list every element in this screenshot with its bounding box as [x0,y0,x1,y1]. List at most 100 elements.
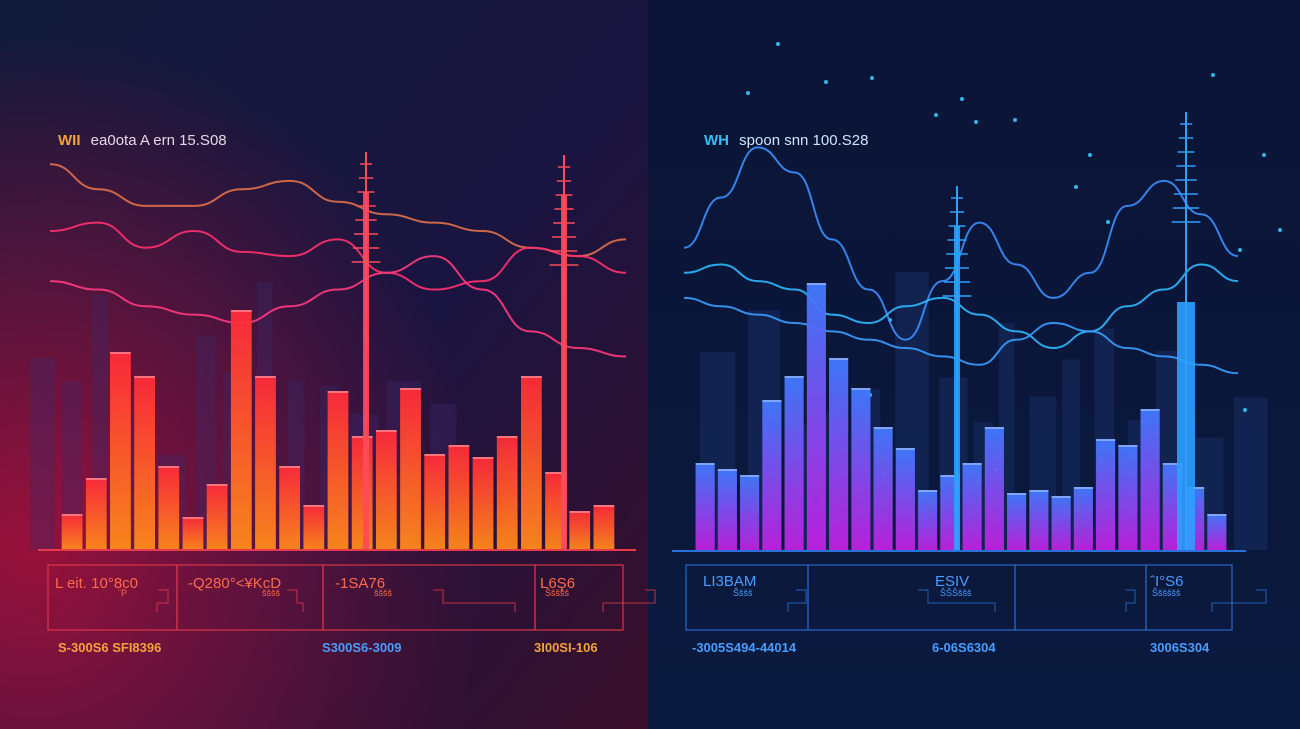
right-bar [1096,439,1116,550]
right-bar [1207,514,1227,550]
right-bar [1007,493,1027,550]
left-frame-trace [433,589,516,612]
right-bar [1073,487,1093,550]
left-bar-cap [593,505,615,507]
right-bar-cap [695,463,715,465]
right-trend-line-1 [683,146,1239,341]
right-bar [918,490,938,550]
left-bar-cap [496,436,518,438]
left-bar [327,391,349,550]
right-bottom-labels: -3005S494-44014 6-06S6304 3006S304 [692,640,1210,655]
right-bar [740,475,760,550]
left-box-label-main: L eit. 10°8c0 [55,575,138,592]
left-box-label-sub: šššš [262,588,281,598]
left-bar [182,517,204,550]
left-bar [110,352,131,550]
star-dot [1013,118,1017,122]
right-bar-cap [1007,493,1027,495]
left-bar [569,511,591,550]
left-bar [230,310,252,550]
left-bar-cap [400,388,421,390]
star-dot [1106,220,1110,224]
right-bar-cap [806,283,826,285]
right-frame-trace [918,589,996,612]
left-panel-glow [0,0,648,729]
star-dot [934,113,938,117]
left-tower-2 [549,155,579,550]
star-dot [974,120,978,124]
right-line-series [683,146,1239,375]
left-bar [496,436,518,550]
right-box-label-main: ˆI°S6 [1150,573,1184,590]
left-bar [520,376,542,550]
right-box-label-sub: Šššššš [1152,588,1181,598]
right-bar-cap [1073,487,1093,489]
star-dot [746,91,750,95]
left-bar-cap [375,430,397,432]
left-bottom-labels: S-300S6 SFI8396 S300S6-3009 3I00SI-106 [58,640,598,655]
right-box-label-main: LI3BAM [703,573,756,590]
left-bar [303,505,325,550]
right-bar-cap [984,427,1004,429]
left-box-label-main: -1SA76 [335,575,385,592]
right-bar-cap [940,475,960,477]
right-bar [829,358,849,550]
left-bar-cap [206,484,228,486]
right-bar-cap [873,427,893,429]
right-bottom-label: -3005S494-44014 [692,640,797,655]
left-bar-cap [472,457,494,459]
right-bar-cap [762,400,782,402]
left-box-label-sub: šššš [374,588,393,598]
right-bar-cap [851,388,871,390]
left-bar [593,505,615,550]
right-bar-cap [740,475,760,477]
right-tower-2 [1171,112,1201,550]
right-bottom-label: 6-06S6304 [932,640,996,655]
right-box-label-sub: ŠŠŠššš [940,588,972,598]
star-dot [1088,153,1092,157]
right-trend-line-3 [683,296,1239,375]
left-box-label-sub: ¨P [118,588,127,598]
right-bar [1029,490,1049,550]
right-bar-cap [1118,445,1138,447]
left-bar [206,484,228,550]
left-bottom-label: S300S6-3009 [322,640,402,655]
left-bar-cap [158,466,180,468]
left-frame-border [47,564,624,631]
right-bar-cap [829,358,849,360]
star-dot [1238,248,1242,252]
left-bar [545,472,566,550]
left-bar-cap [61,514,83,516]
right-bar [851,388,871,550]
right-info-frame [685,564,1267,631]
right-bar-cap [895,448,915,450]
star-dot [1243,408,1247,412]
left-frame-trace [602,589,656,612]
star-dot [1211,73,1215,77]
left-tower-1 [351,152,381,550]
right-frame-trace [787,589,807,612]
right-bar [1051,496,1071,550]
left-bar-cap [520,376,542,378]
left-bar-cap [424,454,446,456]
left-bar [448,445,470,550]
right-bar-cap [784,376,804,378]
left-bar [134,376,156,550]
left-bar [61,514,83,550]
left-bar-cap [255,376,276,378]
right-bar [695,463,715,550]
right-bar [1118,445,1138,550]
left-bar-cap [110,352,131,354]
right-frame-trace [1125,589,1136,612]
right-box-label-main: ESIV [935,573,969,590]
left-bar-cap [182,517,204,519]
right-bar-cap [1096,439,1116,441]
left-bar [375,430,397,550]
left-box-label-main: L6Ş6 [540,575,575,592]
right-bar-cap [717,469,737,471]
left-bar-cap [569,511,591,513]
star-dot [776,42,780,46]
star-dot [824,80,828,84]
right-box-label-sub: Šššš [733,588,753,598]
